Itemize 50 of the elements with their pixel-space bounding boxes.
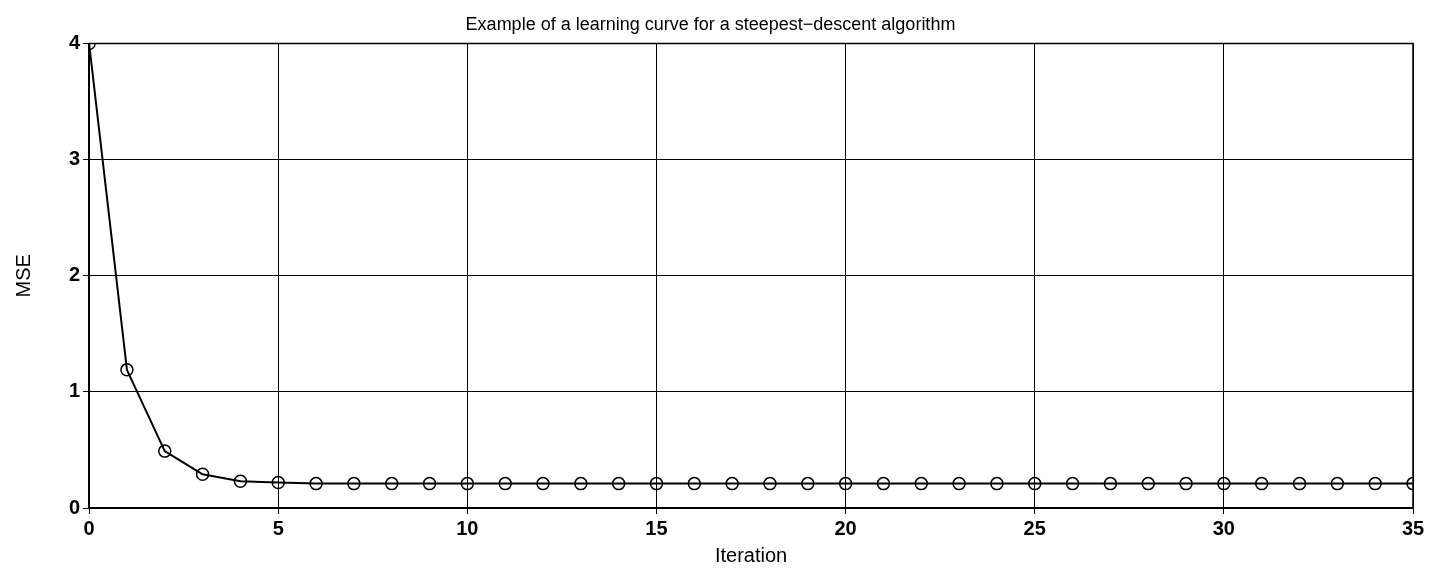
x-axis-title: Iteration — [714, 543, 788, 566]
point — [1103, 476, 1118, 491]
x-tick-label: 5 — [272, 516, 284, 539]
point — [1330, 476, 1345, 491]
point — [1254, 476, 1269, 491]
y-tick-label: 2 — [69, 263, 81, 286]
y-tick-label: 3 — [69, 147, 81, 170]
point — [611, 476, 626, 491]
y-tick-label: 1 — [69, 379, 81, 402]
point — [1141, 476, 1155, 491]
point — [1065, 476, 1080, 491]
point — [271, 475, 285, 490]
point — [1217, 476, 1231, 491]
point — [952, 476, 966, 491]
y-axis-title: MSE — [11, 254, 34, 298]
point — [120, 363, 134, 377]
x-tick-label: 10 — [456, 516, 479, 539]
x-tick-label: 20 — [834, 516, 857, 539]
point — [838, 476, 853, 491]
point — [725, 476, 739, 491]
point — [498, 476, 512, 491]
point — [914, 476, 929, 491]
x-tick-label: 35 — [1401, 516, 1425, 539]
point — [347, 476, 361, 491]
point — [1368, 476, 1382, 491]
point — [1292, 476, 1307, 491]
point — [536, 476, 550, 491]
point — [460, 476, 475, 491]
point — [990, 476, 1004, 491]
point — [422, 476, 437, 491]
y-tick-label: 4 — [69, 31, 81, 54]
point — [649, 476, 664, 491]
point — [1179, 476, 1193, 491]
x-tick-label: 30 — [1212, 516, 1235, 539]
x-tick-label: 25 — [1023, 516, 1046, 539]
y-tick-label: 0 — [69, 495, 81, 518]
point — [763, 476, 777, 491]
point — [384, 476, 399, 491]
point — [876, 476, 891, 491]
point — [687, 476, 702, 491]
point — [309, 476, 323, 491]
point — [233, 474, 248, 489]
point — [801, 476, 815, 491]
x-tick-label: 15 — [645, 516, 668, 539]
point — [1028, 476, 1042, 491]
point — [195, 467, 210, 482]
x-tick-label: 0 — [83, 516, 95, 539]
point — [574, 476, 588, 491]
point — [158, 444, 172, 458]
chart-title: Example of a learning curve for a steepest−descent algorithm — [465, 13, 956, 34]
